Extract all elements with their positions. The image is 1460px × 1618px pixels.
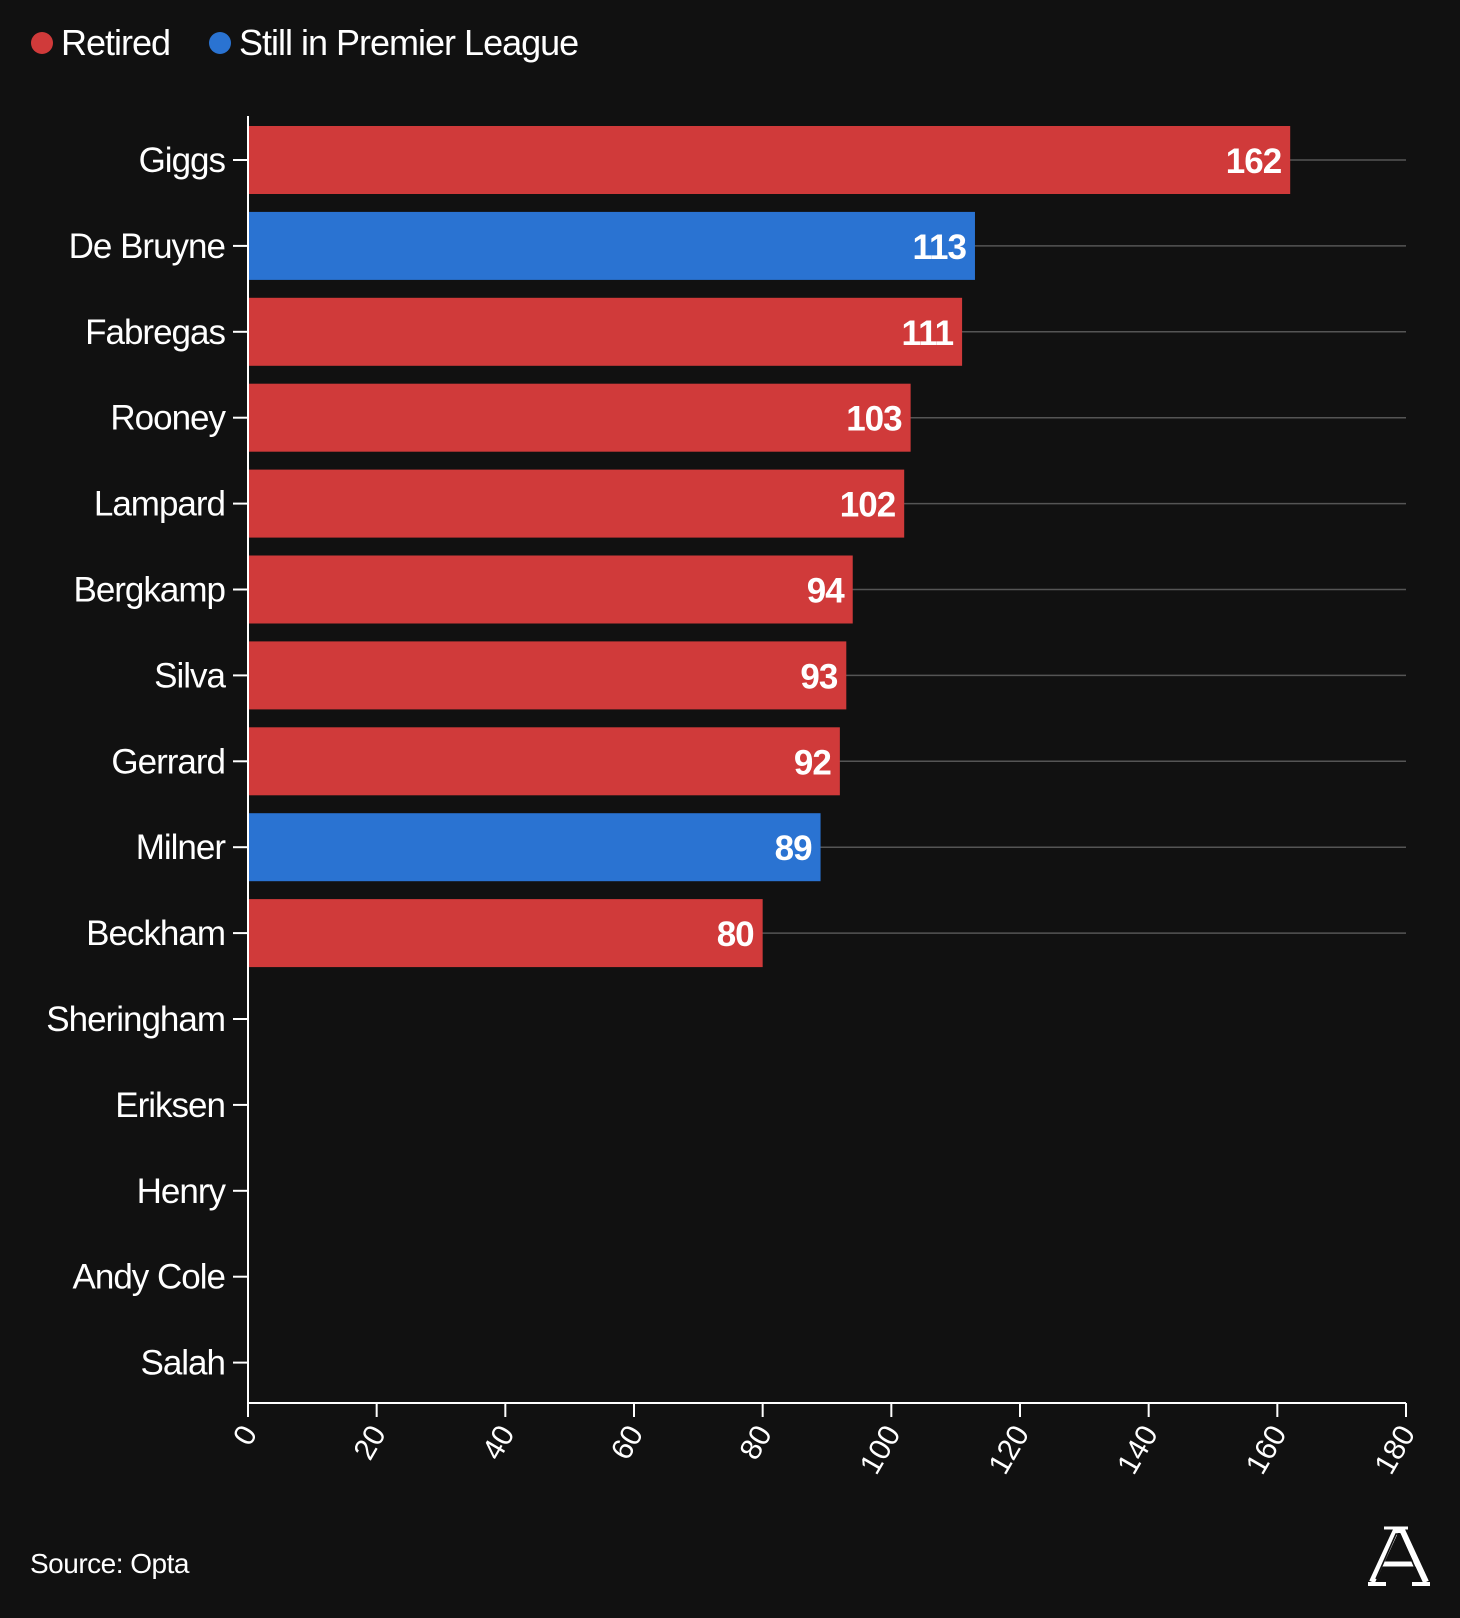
legend-label: Still in Premier League	[239, 22, 578, 63]
legend: Retired Still in Premier League	[31, 22, 579, 63]
category-label: Henry	[137, 1172, 227, 1211]
x-tick-label: 80	[733, 1420, 778, 1465]
bar-beckham	[248, 899, 763, 968]
data-label: 103	[846, 400, 902, 439]
bar-milner	[248, 813, 821, 882]
category-label: Silva	[154, 656, 226, 695]
category-label: Bergkamp	[73, 571, 225, 610]
data-label: 80	[717, 915, 754, 954]
category-label: Rooney	[110, 399, 226, 438]
source-note: Source: Opta	[30, 1548, 189, 1579]
category-label: Beckham	[86, 914, 225, 953]
data-label: 92	[794, 743, 831, 782]
x-tick-label: 120	[982, 1420, 1036, 1480]
legend-swatch	[209, 32, 231, 54]
data-label: 94	[807, 572, 845, 611]
x-tick-label: 100	[854, 1420, 908, 1480]
bar-rooney	[248, 383, 911, 452]
category-label: Sheringham	[46, 1000, 225, 1039]
legend-item-0: Retired	[31, 22, 171, 63]
x-tick-label: 180	[1368, 1420, 1422, 1480]
bar-lampard	[248, 469, 905, 538]
data-label: 162	[1226, 142, 1282, 181]
legend-label: Retired	[61, 22, 170, 63]
data-label: 93	[800, 657, 837, 696]
legend-item-1: Still in Premier League	[209, 22, 579, 63]
bar-silva	[248, 641, 847, 710]
x-tick-label: 40	[476, 1420, 521, 1465]
bar-bergkamp	[248, 555, 853, 624]
x-tick-label: 140	[1111, 1420, 1165, 1480]
bar-gerrard	[248, 727, 840, 796]
category-label: Andy Cole	[73, 1258, 225, 1297]
x-tick-label: 160	[1240, 1420, 1294, 1480]
bar-fabregas	[248, 297, 963, 366]
x-axis: 0 20 40 60 80 100 120 140 160 180	[227, 1402, 1422, 1480]
the-athletic-logo-icon	[1368, 1526, 1430, 1586]
bar-giggs	[248, 126, 1291, 194]
category-label: Eriksen	[115, 1086, 225, 1125]
bars: 162 113 111 103 102 94 93 92 89 80	[248, 126, 1291, 968]
category-label: Gerrard	[111, 742, 225, 781]
category-label: Salah	[140, 1344, 225, 1383]
y-axis: Giggs De Bruyne Fabregas Rooney Lampard Bergk…	[46, 116, 249, 1403]
x-tick-label: 0	[227, 1420, 264, 1451]
x-tick-label: 20	[347, 1420, 392, 1465]
data-label: 111	[902, 314, 954, 353]
category-label: Milner	[136, 828, 227, 867]
category-label: De Bruyne	[69, 227, 225, 266]
category-label: Giggs	[139, 141, 226, 180]
bar-de-bruyne	[248, 211, 975, 280]
category-label: Fabregas	[85, 313, 225, 352]
data-label: 113	[912, 228, 966, 267]
data-label: 89	[775, 829, 812, 868]
legend-swatch	[31, 32, 53, 54]
x-tick-label: 60	[605, 1420, 650, 1465]
data-label: 102	[840, 486, 896, 525]
category-label: Lampard	[94, 485, 225, 524]
